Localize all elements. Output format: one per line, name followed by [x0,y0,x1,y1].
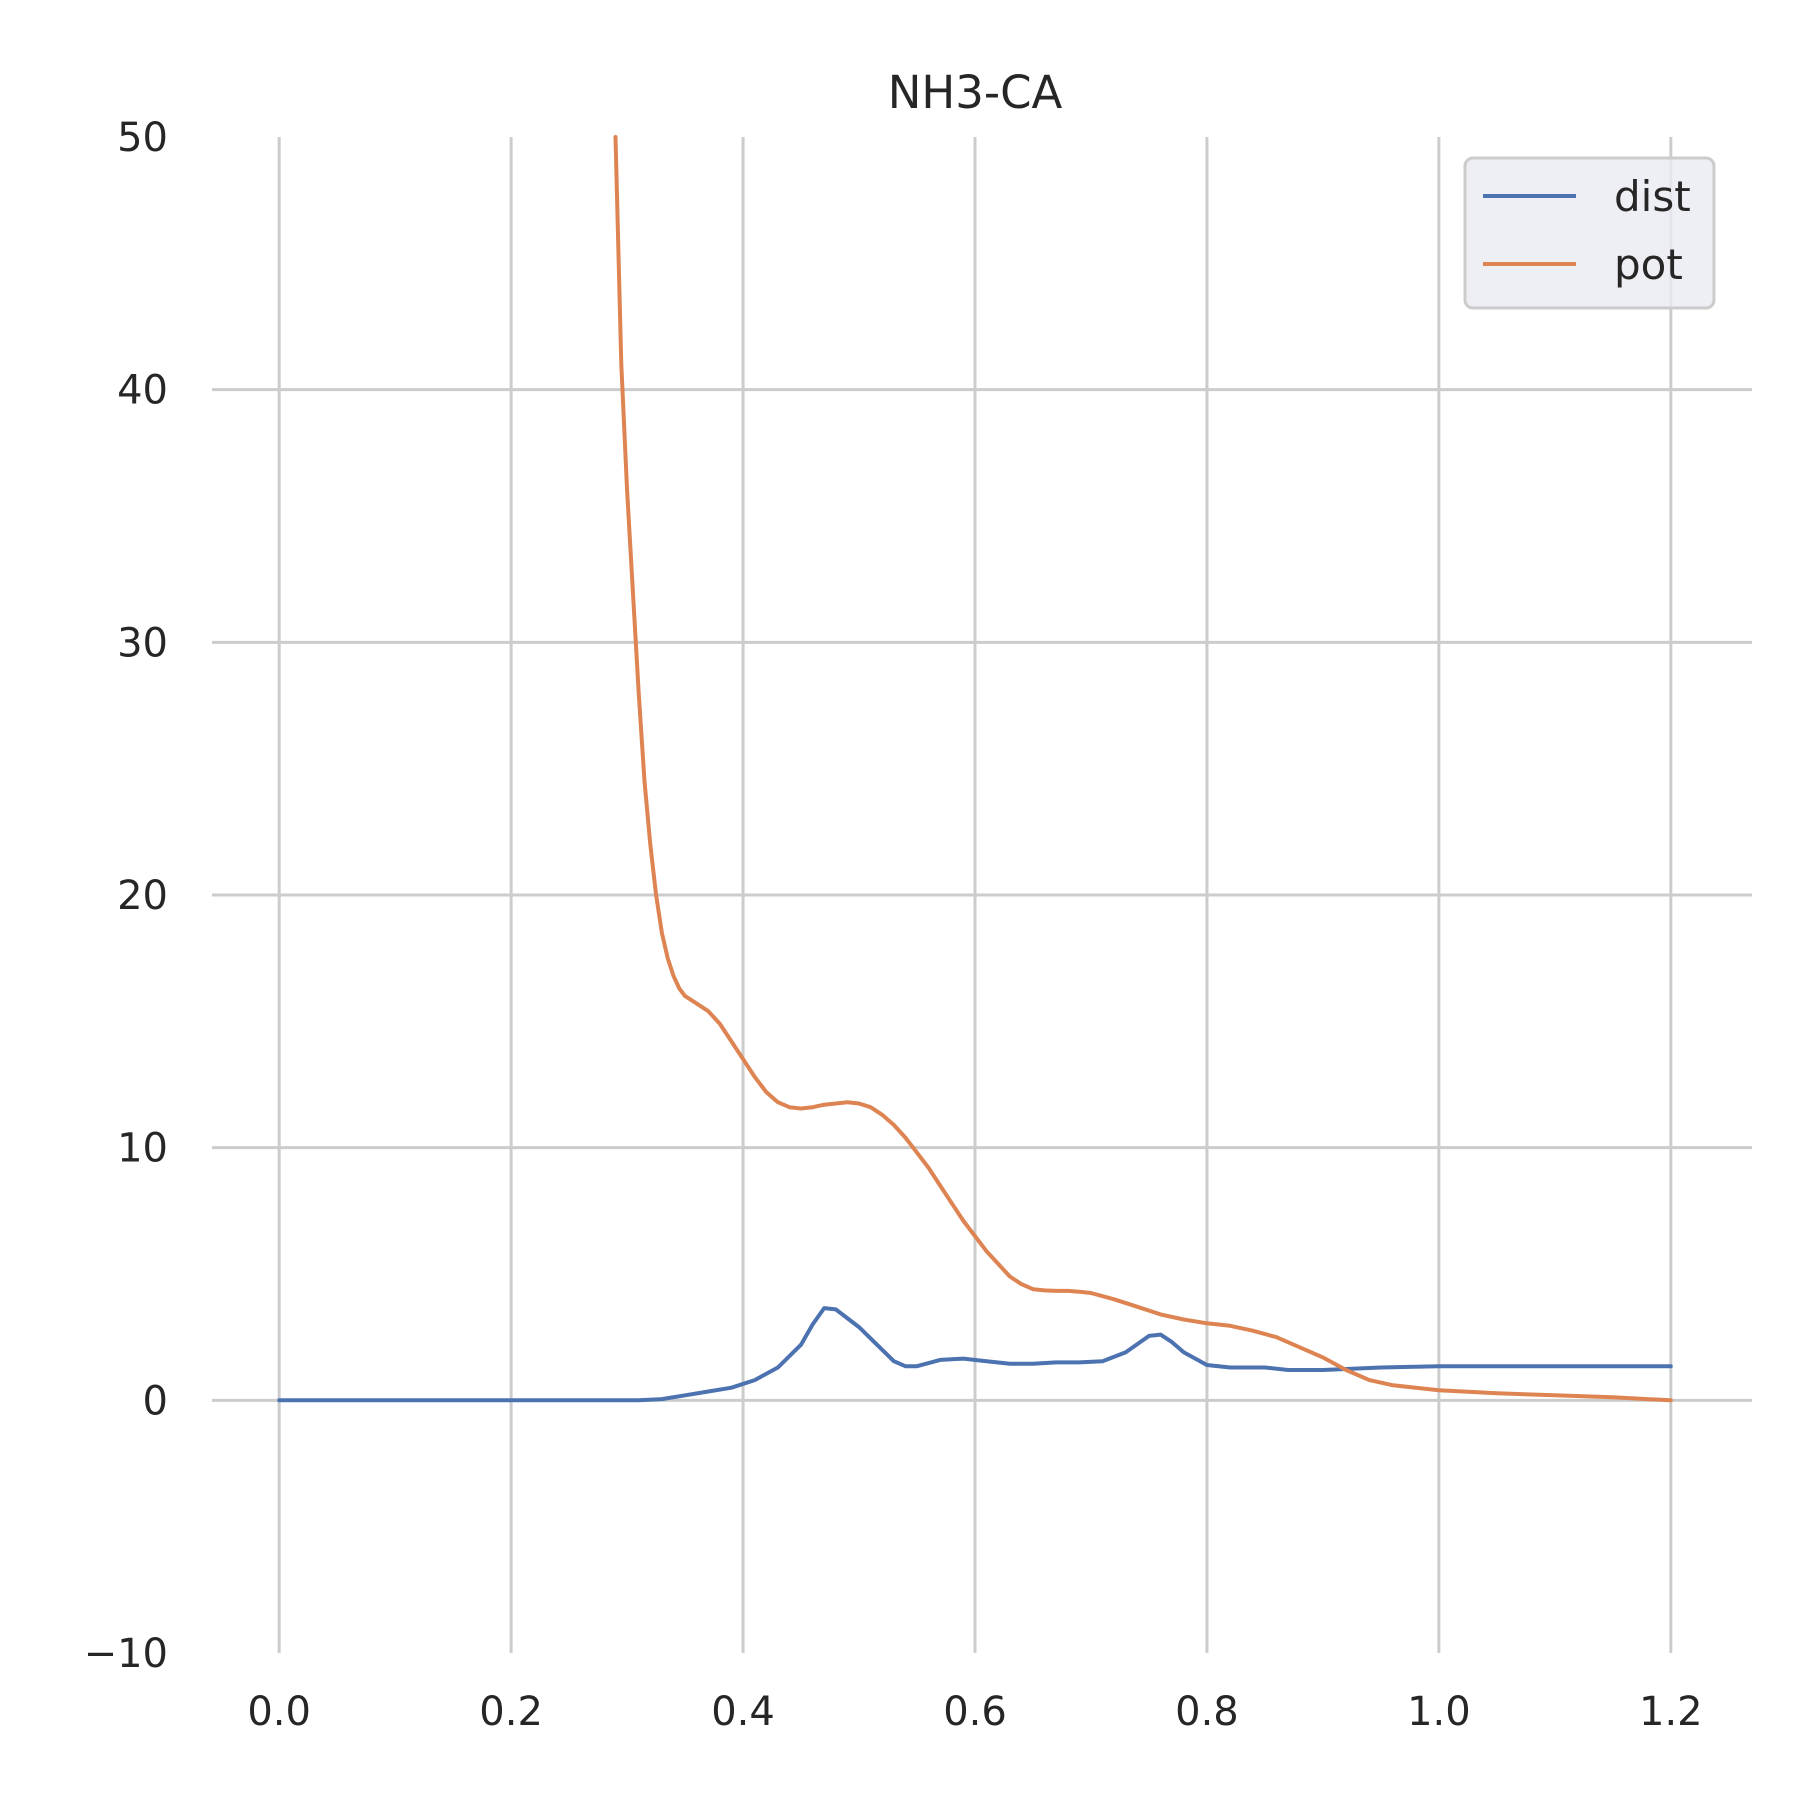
y-tick-label: −10 [84,1631,168,1677]
legend-label-pot: pot [1614,240,1683,289]
x-tick-label: 1.0 [1407,1689,1471,1735]
y-tick-label: 50 [117,115,168,161]
chart-title: NH3-CA [888,66,1063,119]
x-tick-label: 0.2 [479,1689,543,1735]
y-tick-label: 30 [117,620,168,666]
x-tick-label: 0.8 [1175,1689,1239,1735]
x-tick-label: 0.0 [247,1689,311,1735]
legend: dist pot [1463,156,1716,310]
y-tick-label: 20 [117,873,168,919]
series-line-pot [613,135,1673,1403]
grid [212,137,1752,1653]
legend-label-dist: dist [1614,172,1691,221]
y-tick-label: 40 [117,368,168,414]
y-tick-label: 0 [143,1378,168,1424]
series-line-dist [277,1306,1673,1403]
y-axis-ticks: −10 0 10 20 30 40 50 [84,115,168,1677]
series-lines [277,135,1673,1403]
x-tick-label: 0.4 [711,1689,775,1735]
y-tick-label: 10 [117,1126,168,1172]
x-tick-label: 0.6 [943,1689,1007,1735]
x-tick-label: 1.2 [1639,1689,1703,1735]
x-axis-ticks: 0.0 0.2 0.4 0.6 0.8 1.0 1.2 [247,1689,1702,1735]
